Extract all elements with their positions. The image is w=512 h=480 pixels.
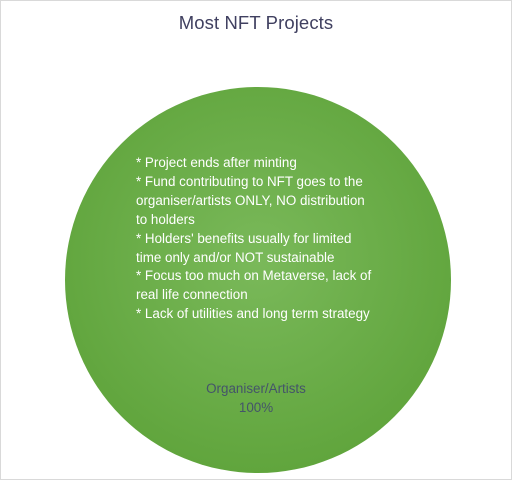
annotation-line: * Focus too much on Metaverse, lack of [136,268,372,284]
annotation-line: * Fund contributing to NFT goes to the [136,173,363,189]
annotation-line: * Project ends after minting [136,155,297,170]
annotation-text-box: * Project ends after minting * Fund cont… [136,154,406,324]
annotation-line: time only and/or NOT sustainable [136,249,335,265]
annotation-line: * Holders' benefits usually for limited [136,230,352,246]
slice-value-label: 100% [238,399,274,415]
annotation-line: organiser/artists ONLY, NO distribution [136,192,365,208]
annotation-line: to holders [136,211,195,227]
chart-title: Most NFT Projects [178,12,334,33]
annotation-line: real life connection [136,287,248,303]
pie-slice [65,87,451,473]
slice-category-label: Organiser/Artists [206,381,306,396]
slice-data-label: Organiser/Artists 100% [156,380,356,417]
annotation-line: * Lack of utilities and long term strate… [136,306,370,322]
